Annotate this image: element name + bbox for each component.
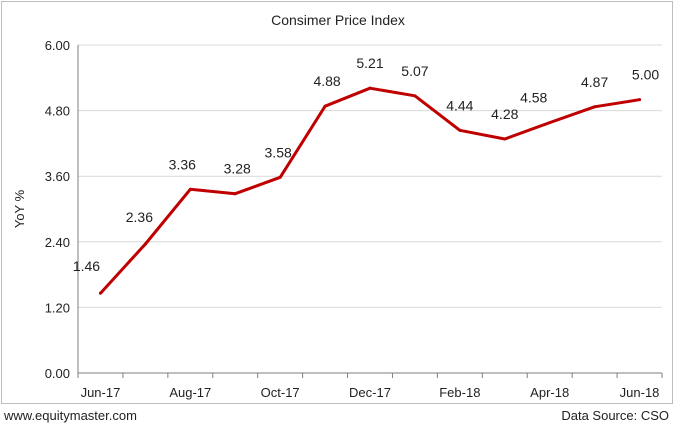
data-label: 5.21: [356, 55, 383, 71]
cpi-line-chart: Consimer Price Index YoY % 0.00 1.20 2.40 3…: [12, 12, 663, 400]
x-tick-label: Jun-18: [620, 385, 660, 400]
data-label: 4.44: [446, 97, 473, 113]
series: [98, 86, 642, 295]
data-point: [593, 105, 597, 109]
data-source-footer: Data Source: CSO: [561, 408, 669, 423]
y-tick-label: 3.60: [45, 169, 70, 184]
data-point: [503, 137, 507, 141]
data-point: [233, 192, 237, 196]
data-point: [638, 98, 642, 102]
chart-frame: Consimer Price Index YoY % 0.00 1.20 2.40 3…: [1, 1, 673, 404]
data-label: 1.46: [73, 258, 100, 274]
x-tick-label: Feb-18: [439, 385, 480, 400]
x-tick-label: Apr-18: [530, 385, 569, 400]
data-label: 4.28: [491, 106, 518, 122]
data-label: 2.36: [126, 209, 153, 225]
data-point: [278, 175, 282, 179]
data-point: [323, 104, 327, 108]
data-label: 4.58: [520, 90, 547, 106]
data-label: 4.88: [313, 73, 340, 89]
gridlines: [78, 44, 662, 308]
data-point: [458, 128, 462, 132]
data-label: 3.28: [224, 161, 251, 177]
y-tick-label: 6.00: [45, 38, 70, 53]
data-label: 3.36: [169, 156, 196, 172]
series-line: [99, 86, 641, 295]
x-tick-label: Oct-17: [261, 385, 300, 400]
data-point: [98, 291, 102, 295]
data-label: 4.87: [581, 74, 608, 90]
website-footer: www.equitymaster.com: [4, 408, 137, 423]
x-axis: Jun-17 Aug-17 Oct-17 Dec-17 Feb-18 Apr-18 Jun-…: [77, 372, 663, 400]
x-tick-label: Jun-17: [81, 385, 121, 400]
y-axis: 0.00 1.20 2.40 3.60 4.80 6.00: [45, 38, 79, 381]
data-point: [368, 86, 372, 90]
y-tick-label: 1.20: [45, 300, 70, 315]
y-tick-label: 4.80: [45, 104, 70, 119]
data-point: [188, 187, 192, 191]
data-label: 3.58: [265, 144, 292, 160]
data-label: 5.00: [632, 67, 659, 83]
y-tick-label: 2.40: [45, 235, 70, 250]
x-tick-label: Dec-17: [349, 385, 391, 400]
y-tick-label: 0.00: [45, 366, 70, 381]
data-point: [413, 94, 417, 98]
data-labels: 1.46 2.36 3.36 3.28 3.58 4.88 5.21 5.07 4.44 4.28…: [73, 55, 660, 274]
data-point: [143, 242, 147, 246]
chart-title: Consimer Price Index: [271, 12, 405, 28]
x-tick-label: Aug-17: [169, 385, 211, 400]
data-point: [548, 121, 552, 125]
y-axis-label: YoY %: [12, 189, 27, 228]
data-label: 5.07: [401, 63, 428, 79]
